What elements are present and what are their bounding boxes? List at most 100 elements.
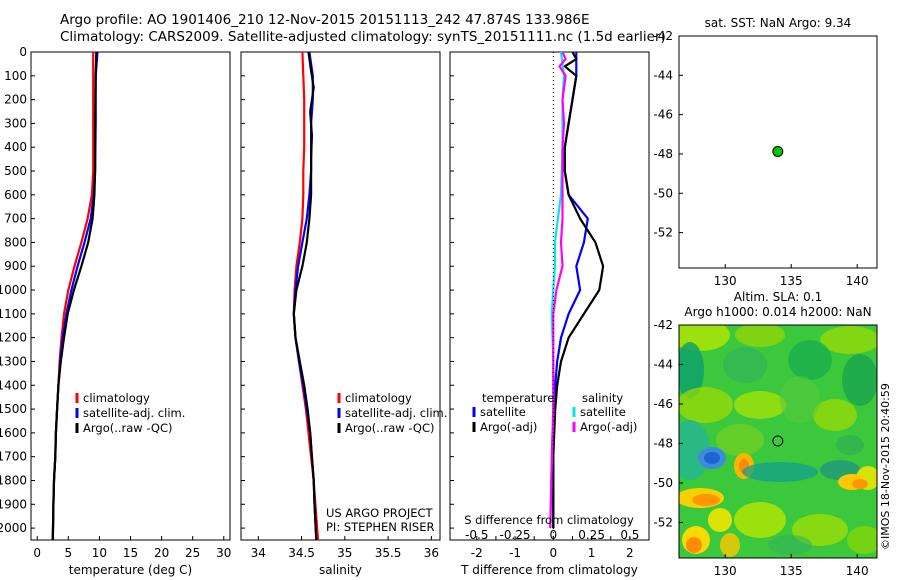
x-tick-label: 140 — [846, 564, 869, 578]
x-tick-label: -1 — [509, 546, 521, 560]
x-tick-label: 36 — [424, 546, 439, 560]
annotation-project: US ARGO PROJECT — [326, 506, 434, 520]
x-tick-label: 10 — [92, 546, 107, 560]
series-line-argo-adj- — [552, 51, 605, 529]
sla-field-blob — [686, 537, 702, 553]
x-tick-label: 135 — [780, 564, 803, 578]
sla-map-subtitle: Argo h1000: 0.014 h2000: NaN — [684, 305, 871, 319]
x-tick-label: -2 — [471, 546, 483, 560]
x-tick-label: 35.5 — [375, 546, 402, 560]
series-line-argo-adj- — [549, 51, 567, 529]
legend-label: climatology — [83, 391, 150, 405]
sla-field-blob — [679, 342, 704, 398]
x-tick-label: 130 — [714, 274, 737, 288]
x-tick-label: 135 — [780, 274, 803, 288]
y-tick-label: 700 — [4, 212, 27, 226]
y-tick-label: 500 — [4, 164, 27, 178]
x2-tick-label: 0.5 — [620, 528, 639, 542]
sla-field-blob — [723, 347, 767, 383]
y-tick-label: 200 — [4, 93, 27, 107]
x-tick-label: 5 — [64, 546, 72, 560]
y-tick-label: 1400 — [0, 378, 27, 392]
y-tick-label: -50 — [653, 476, 673, 490]
sla-field-blob — [742, 462, 818, 482]
x-tick-label: 2 — [626, 546, 634, 560]
temperature-panel: 0100200300400500600700800900100011001200… — [0, 45, 231, 577]
x-tick-label: 34.5 — [288, 546, 315, 560]
y-tick-label: 0 — [19, 45, 27, 59]
sst-map-title: sat. SST: NaN Argo: 9.34 — [705, 16, 852, 30]
legend-label: Argo(..raw -QC) — [345, 421, 435, 435]
x2-tick-label: 0.25 — [578, 528, 605, 542]
sla-field-blob — [836, 435, 864, 455]
sla-field-blob — [734, 391, 786, 419]
x2-axis-label: S difference from climatology — [464, 513, 634, 527]
sla-map-title: Altim. SLA: 0.1 — [734, 290, 822, 304]
legend-label: Argo(-adj) — [480, 420, 537, 434]
y-tick-label: 2000 — [0, 521, 27, 535]
plot-frame — [449, 51, 650, 541]
sla-field-blob — [679, 387, 733, 423]
figure-subtitle: Climatology: CARS2009. Satellite-adjuste… — [60, 29, 666, 45]
y-tick-label: -52 — [653, 515, 673, 529]
y-tick-label: 1700 — [0, 450, 27, 464]
sla-field-blob — [716, 424, 764, 456]
y-tick-label: 1800 — [0, 473, 27, 487]
x-tick-label: 30 — [216, 546, 231, 560]
y-tick-label: 900 — [4, 259, 27, 273]
y-tick-label: 1500 — [0, 402, 27, 416]
y-tick-label: 1000 — [0, 283, 27, 297]
difference-panel: -2 -1 0 1 2 T difference from climatology S di… — [449, 51, 650, 577]
sla-field-blob — [768, 535, 812, 555]
sla-field-blob — [704, 452, 720, 464]
y-tick-label: 1300 — [0, 354, 27, 368]
x-tick-label: 140 — [846, 274, 869, 288]
x-axis-label: temperature (deg C) — [69, 563, 192, 577]
sla-field-blob — [720, 533, 740, 557]
y-tick-label: 1900 — [0, 497, 27, 511]
y-tick-label: 1600 — [0, 426, 27, 440]
annotation-pi: PI: STEPHEN RISER — [326, 520, 435, 534]
x-tick-label: 34 — [251, 546, 266, 560]
sla-field-blob — [735, 325, 785, 347]
argo-position-marker — [772, 145, 784, 157]
x-tick-label: 0 — [33, 546, 41, 560]
y-tick-label: -44 — [653, 68, 673, 82]
y-tick-label: -42 — [653, 29, 673, 43]
credit-label: ©IMOS 18-Nov-2015 20:40:59 — [879, 383, 892, 550]
y-tick-label: 100 — [4, 69, 27, 83]
x-tick-label: 0 — [550, 546, 558, 560]
legend-title-salinity: salinity — [582, 391, 623, 405]
y-tick-label: 1100 — [0, 307, 27, 321]
sla-field-blob — [734, 502, 786, 538]
y-tick-label: -48 — [653, 147, 673, 161]
sla-field-blob — [780, 376, 820, 424]
figure-title: Argo profile: AO 1901406_210 12-Nov-2015… — [60, 12, 590, 28]
series-line-argo-raw-qc- — [292, 51, 318, 541]
x-tick-label: 15 — [123, 546, 138, 560]
x-axis-label: salinity — [319, 563, 362, 577]
sla-field-blob — [847, 526, 877, 554]
sla-field-blob — [708, 508, 732, 532]
y-tick-label: -44 — [653, 357, 673, 371]
x-tick-label: 25 — [185, 546, 200, 560]
map-frame — [678, 324, 878, 559]
sla-field-blob — [788, 340, 832, 380]
map-frame — [678, 35, 878, 269]
legend-label: satellite — [480, 405, 526, 419]
y-tick-label: 800 — [4, 235, 27, 249]
legend-label: Argo(-adj) — [580, 420, 637, 434]
x-axis-label: T difference from climatology — [460, 563, 638, 577]
x-tick-label: 20 — [154, 546, 169, 560]
series-line-argo-raw-qc- — [51, 51, 98, 541]
argo-position-marker — [772, 435, 784, 447]
legend-label: satellite-adj. clim. — [345, 406, 447, 420]
x2-tick-label: -0.25 — [500, 528, 531, 542]
y-tick-label: -42 — [653, 318, 673, 332]
y-tick-label: -46 — [653, 108, 673, 122]
plot-frame — [240, 51, 441, 541]
plot-frame — [30, 51, 231, 541]
sst-map-panel: sat. SST: NaN Argo: 9.34 -42 -44 -46 -48 -50 -… — [653, 16, 878, 288]
